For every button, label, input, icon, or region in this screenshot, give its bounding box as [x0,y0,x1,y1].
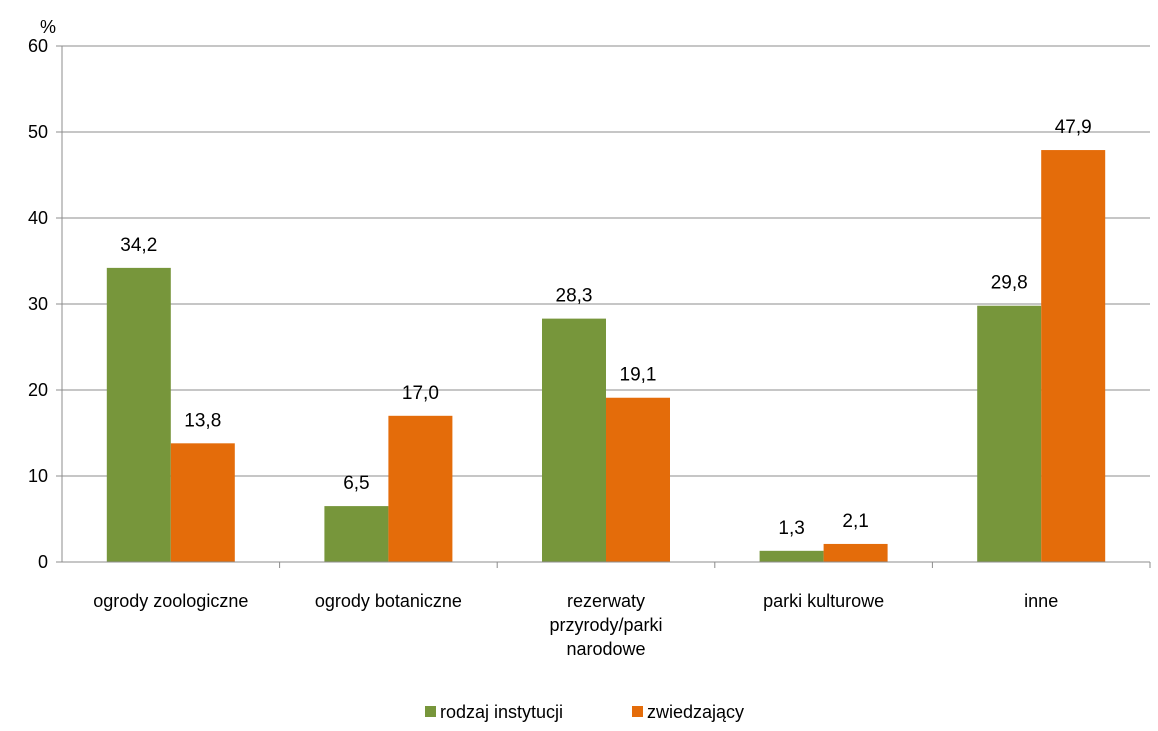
y-tick-label: 20 [28,380,48,400]
bar [324,506,389,562]
category-label: przyrody/parki [549,615,662,635]
legend-label: zwiedzający [647,702,744,722]
data-label: 2,1 [842,511,868,532]
category-label: ogrody zoologiczne [93,591,248,611]
category-label: inne [1024,591,1058,611]
y-tick-label: 50 [28,122,48,142]
bar [759,550,824,562]
data-label: 6,5 [343,473,369,494]
data-label: 19,1 [620,365,657,386]
bar [388,415,453,562]
data-label: 29,8 [991,273,1028,294]
bars [106,150,1106,562]
y-tick-label: 60 [28,36,48,56]
bar [106,267,171,562]
y-tick-label: 0 [38,552,48,572]
legend-swatch [632,706,643,717]
labels: 0 10 20 30 40 50 60% 34,2 13,8 ogrody zoologiczne… [28,17,1092,659]
bar [170,443,235,562]
data-label: 28,3 [556,286,593,307]
y-axis-unit: % [40,17,56,37]
data-label: 13,8 [184,410,221,431]
category-label: narodowe [566,639,645,659]
category-label: parki kulturowe [763,591,884,611]
y-tick-label: 40 [28,208,48,228]
y-tick-label: 30 [28,294,48,314]
bar [606,397,670,562]
y-tick-label: 10 [28,466,48,486]
category-label: ogrody botaniczne [315,591,462,611]
bar [1041,150,1106,562]
data-label: 34,2 [120,235,157,256]
data-label: 17,0 [402,383,439,404]
category-label: rezerwaty [567,591,645,611]
bar [977,305,1042,562]
data-label: 1,3 [778,518,804,539]
legend: rodzaj instytucji zwiedzający [425,702,744,722]
bar [823,543,888,562]
data-label: 47,9 [1055,117,1092,138]
axes [56,45,1151,568]
bar [542,318,606,562]
legend-label: rodzaj instytucji [440,702,563,722]
legend-swatch [425,706,436,717]
gridlines [62,45,1150,477]
